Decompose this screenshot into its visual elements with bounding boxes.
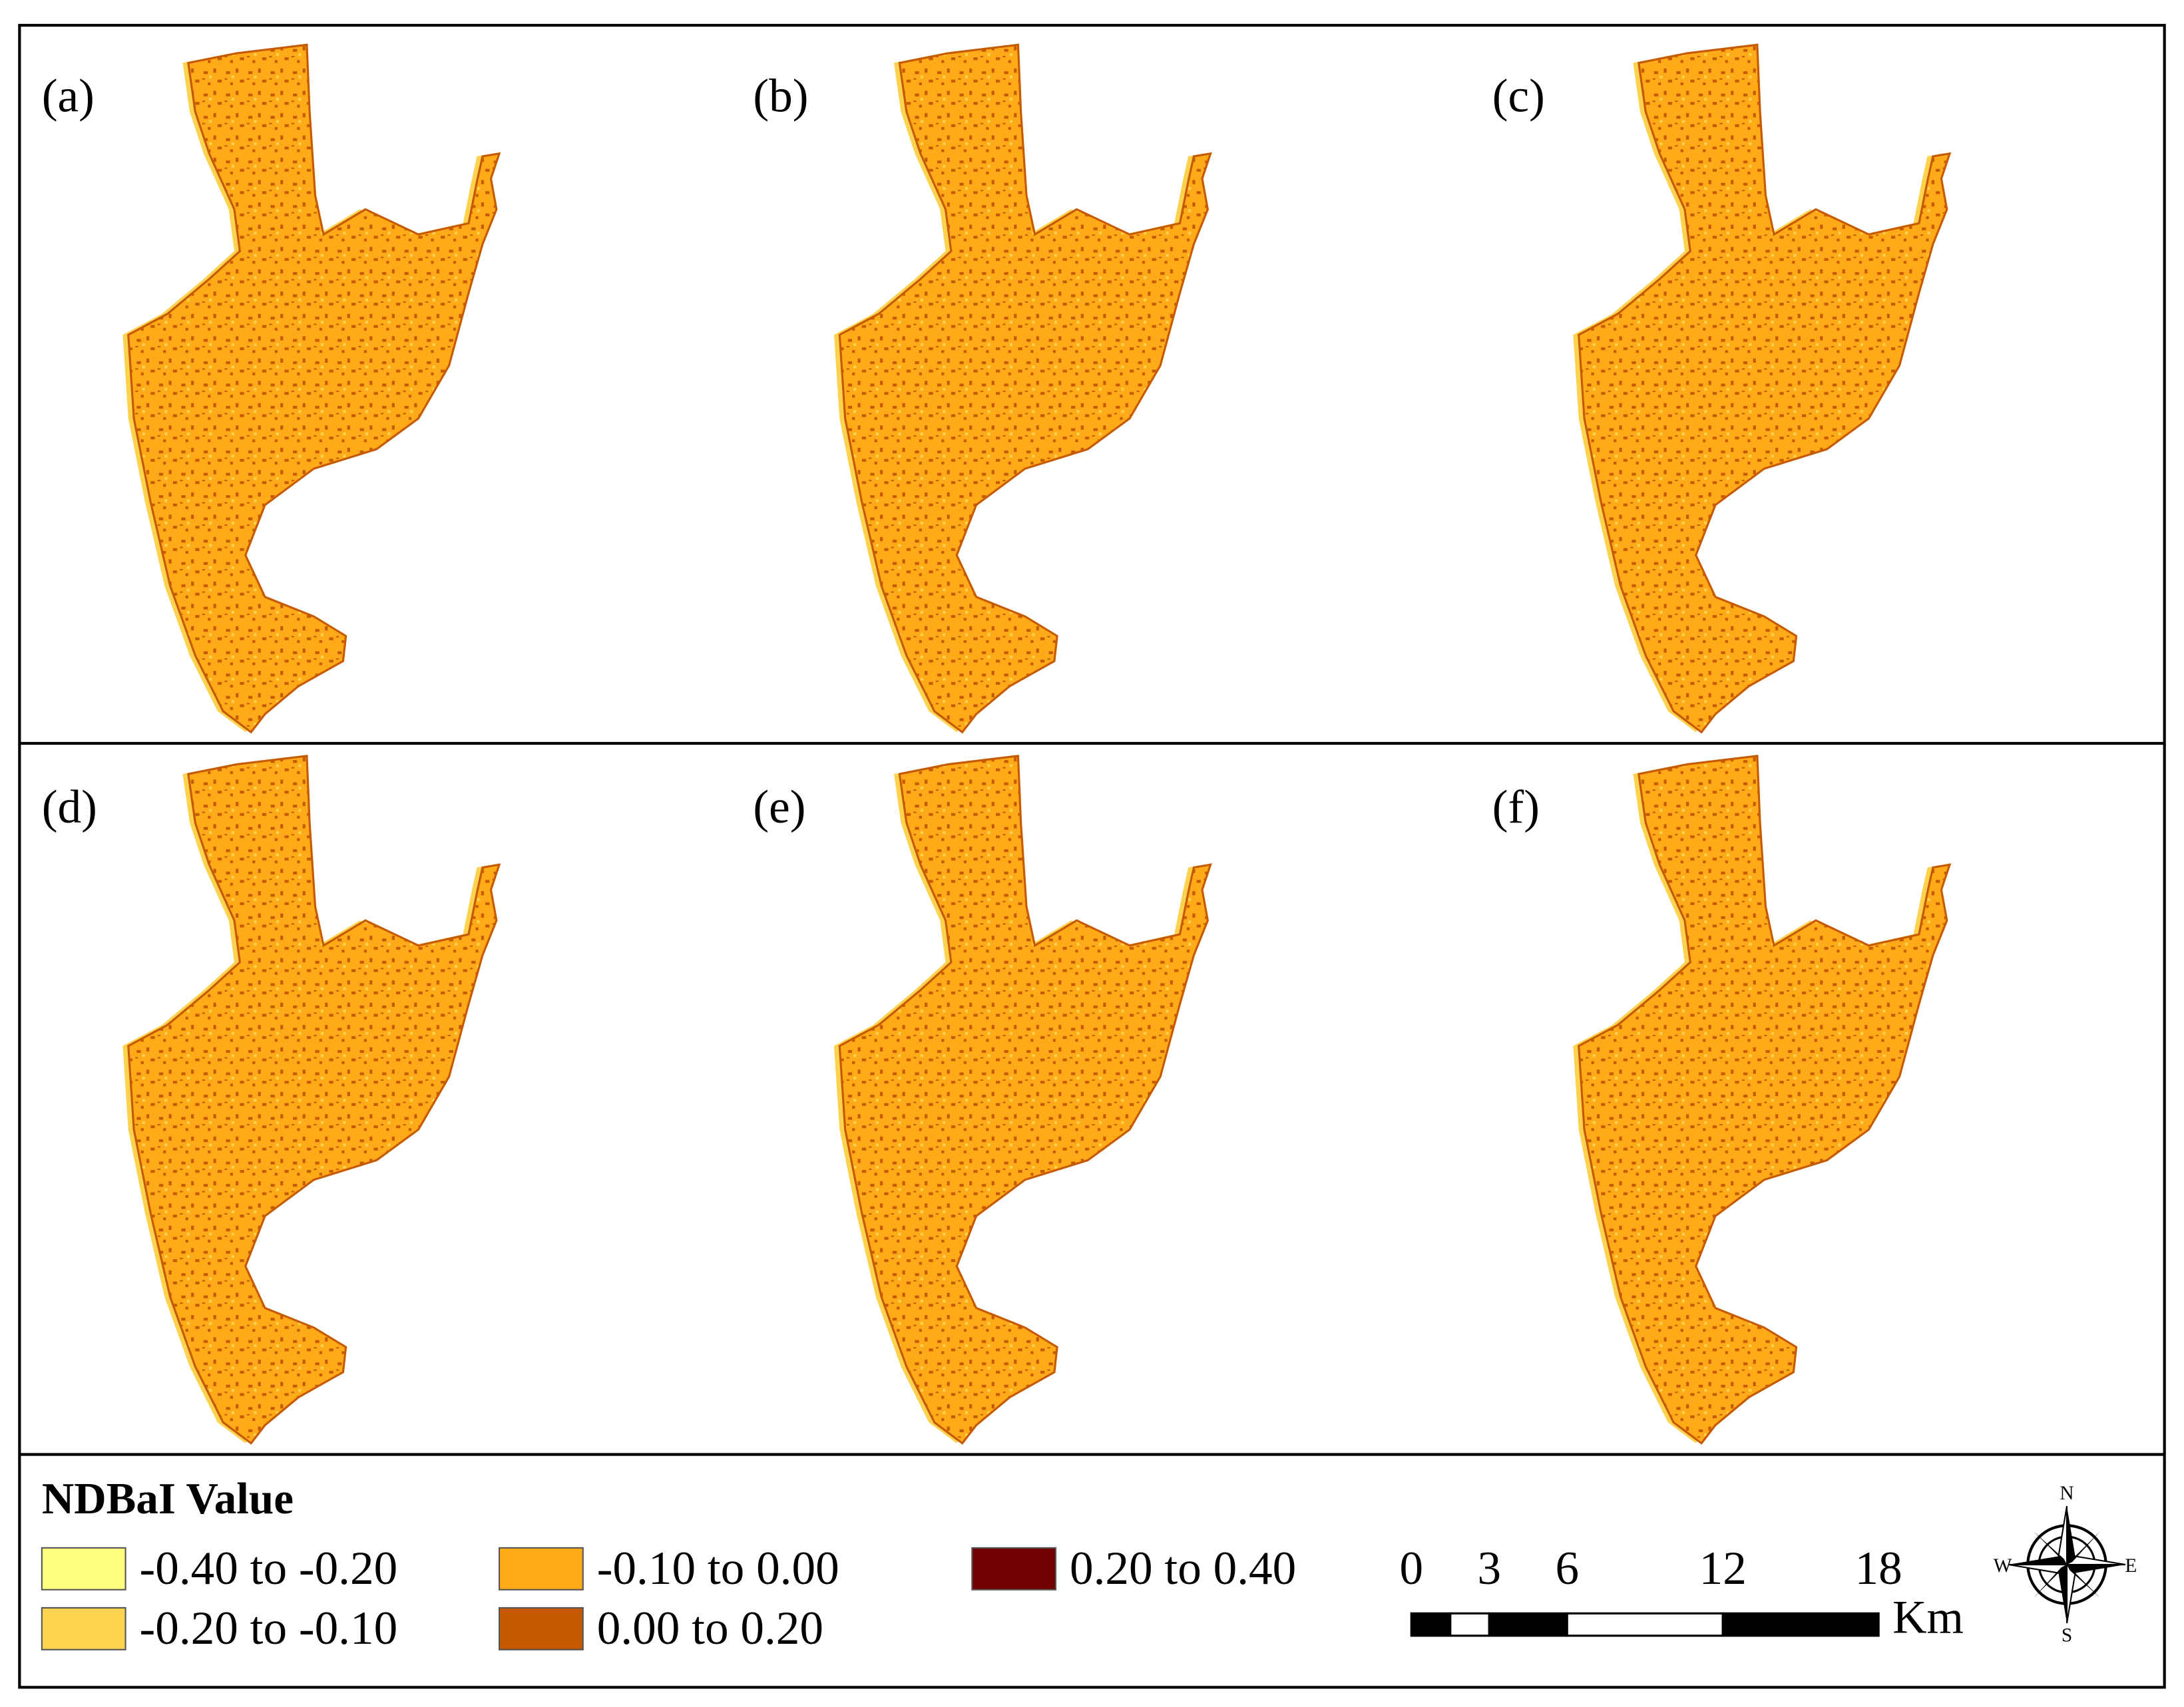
scale-segment xyxy=(1410,1612,1452,1637)
scale-label: 12 xyxy=(1699,1543,1747,1595)
legend-label: -0.20 to -0.10 xyxy=(140,1603,398,1654)
legend-label: -0.10 to 0.00 xyxy=(597,1543,839,1595)
panel-label: (a) xyxy=(42,70,95,122)
panel-label: (d) xyxy=(42,781,97,833)
compass-letter: N xyxy=(2060,1483,2074,1504)
panel-label: (e) xyxy=(753,781,805,833)
legend-label: -0.40 to -0.20 xyxy=(140,1543,398,1595)
legend-swatch xyxy=(971,1547,1057,1591)
scale-label: 0 xyxy=(1399,1543,1423,1595)
scale-segment xyxy=(1566,1612,1724,1637)
map-panel: (b) xyxy=(753,43,1212,733)
panel-label: (b) xyxy=(753,70,808,122)
map-panel: (a) xyxy=(42,43,501,733)
legend-label: 0.00 to 0.20 xyxy=(597,1603,823,1654)
legend-label: 0.20 to 0.40 xyxy=(1070,1543,1296,1595)
panel-label: (f) xyxy=(1492,781,1540,833)
compass-letter: E xyxy=(2125,1555,2137,1577)
legend-swatch xyxy=(499,1547,584,1591)
legend-title: NDBaI Value xyxy=(42,1473,294,1523)
frame xyxy=(18,23,2166,1689)
scale-segment xyxy=(1449,1612,1490,1637)
scale-label: 3 xyxy=(1477,1543,1501,1595)
map-panel: (f) xyxy=(1492,755,1951,1445)
legend-swatch xyxy=(41,1607,126,1650)
scale-label: 18 xyxy=(1855,1543,1902,1595)
map-panel: (d) xyxy=(42,755,501,1445)
compass: N S E W xyxy=(1994,1483,2137,1646)
map-panel: (e) xyxy=(753,755,1212,1445)
scale-unit: Km xyxy=(1892,1591,1964,1643)
map-panel: (c) xyxy=(1492,43,1951,733)
scale-segment xyxy=(1721,1612,1880,1637)
compass-letter: W xyxy=(1994,1555,2012,1577)
compass-letter: S xyxy=(2062,1625,2072,1646)
scale-segment xyxy=(1488,1612,1568,1637)
legend-swatch xyxy=(499,1607,584,1650)
scale-label: 6 xyxy=(1555,1543,1579,1595)
legend-swatch xyxy=(41,1547,126,1591)
panel-label: (c) xyxy=(1492,70,1545,122)
